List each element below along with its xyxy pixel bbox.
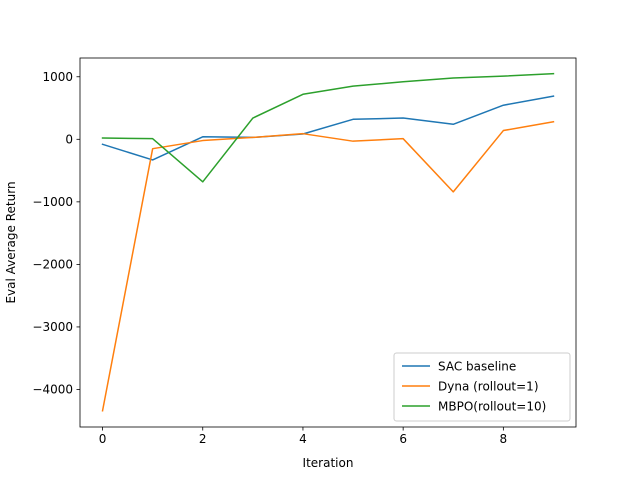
series-line	[101, 72, 555, 183]
series-layer	[101, 72, 555, 412]
x-tick-label: 4	[299, 432, 307, 446]
x-tick-label: 6	[399, 432, 407, 446]
legend-label: SAC baseline	[438, 360, 516, 374]
ticks-layer: 0 2 4 6 8 −4000 −3000 −2000 −1000 0 1000	[32, 70, 507, 446]
x-tick-label: 2	[199, 432, 207, 446]
y-tick-label: −1000	[32, 195, 73, 209]
legend: SAC baseline Dyna (rollout=1) MBPO(rollout…	[393, 352, 571, 422]
series-line	[101, 120, 555, 412]
axes-frame	[79, 57, 577, 428]
series-line	[101, 95, 555, 161]
legend-box	[393, 352, 571, 422]
y-tick-label: −4000	[32, 382, 73, 396]
legend-label: Dyna (rollout=1)	[438, 380, 539, 394]
x-tick-label: 8	[500, 432, 508, 446]
x-axis-label: Iteration	[303, 456, 354, 470]
y-axis-label: Eval Average Return	[4, 181, 18, 303]
legend-label: MBPO(rollout=10)	[438, 400, 546, 414]
y-tick-label: −3000	[32, 320, 73, 334]
y-tick-label: 1000	[42, 70, 73, 84]
y-tick-label: 0	[65, 132, 73, 146]
x-tick-label: 0	[99, 432, 107, 446]
y-tick-label: −2000	[32, 257, 73, 271]
